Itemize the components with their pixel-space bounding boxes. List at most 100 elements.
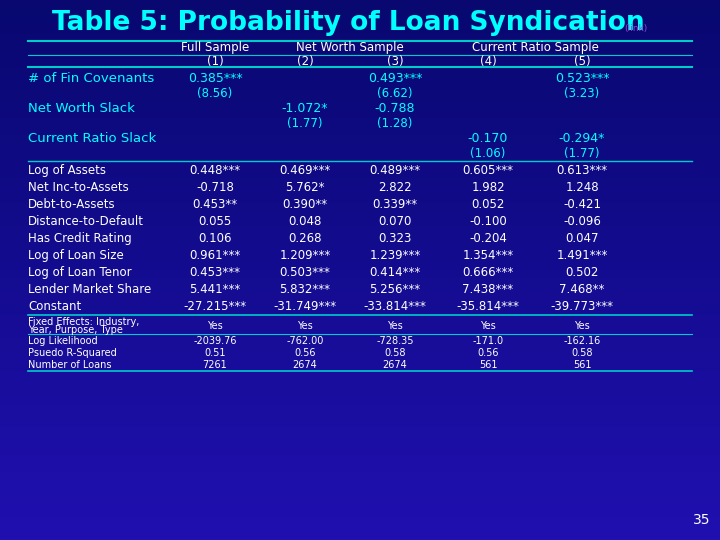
Bar <box>0 111 720 112</box>
Bar <box>0 118 720 119</box>
Bar <box>0 189 720 190</box>
Bar <box>0 39 720 40</box>
Bar <box>0 488 720 489</box>
Bar <box>0 87 720 88</box>
Bar <box>0 152 720 153</box>
Bar <box>0 492 720 493</box>
Text: 0.047: 0.047 <box>565 232 599 245</box>
Text: Yes: Yes <box>574 321 590 331</box>
Bar <box>0 364 720 365</box>
Bar <box>0 318 720 319</box>
Bar <box>0 88 720 89</box>
Bar <box>0 520 720 521</box>
Bar <box>0 129 720 130</box>
Bar <box>0 169 720 170</box>
Bar <box>0 474 720 475</box>
Bar <box>0 299 720 300</box>
Bar <box>0 140 720 141</box>
Bar <box>0 209 720 210</box>
Bar <box>0 237 720 238</box>
Bar <box>0 348 720 349</box>
Bar <box>0 17 720 18</box>
Bar <box>0 167 720 168</box>
Bar <box>0 388 720 389</box>
Bar <box>0 305 720 306</box>
Bar <box>0 246 720 247</box>
Bar <box>0 467 720 468</box>
Bar <box>0 170 720 171</box>
Bar <box>0 438 720 439</box>
Bar <box>0 23 720 24</box>
Bar <box>0 316 720 317</box>
Bar <box>0 309 720 310</box>
Bar <box>0 41 720 42</box>
Bar <box>0 135 720 136</box>
Bar <box>0 339 720 340</box>
Bar <box>0 201 720 202</box>
Text: 1.982: 1.982 <box>471 181 505 194</box>
Bar <box>0 238 720 239</box>
Bar <box>0 311 720 312</box>
Text: Current Ratio Sample: Current Ratio Sample <box>472 42 598 55</box>
Text: -0.204: -0.204 <box>469 232 507 245</box>
Bar <box>0 455 720 456</box>
Bar <box>0 156 720 157</box>
Text: 0.666***: 0.666*** <box>462 266 513 279</box>
Bar <box>0 383 720 384</box>
Bar <box>0 526 720 527</box>
Bar <box>0 411 720 412</box>
Bar <box>0 349 720 350</box>
Bar <box>0 104 720 105</box>
Bar <box>0 27 720 28</box>
Bar <box>0 337 720 338</box>
Bar <box>0 206 720 207</box>
Bar <box>0 391 720 392</box>
Bar <box>0 371 720 372</box>
Bar <box>0 368 720 369</box>
Bar <box>0 99 720 100</box>
Bar <box>0 71 720 72</box>
Text: Yes: Yes <box>297 321 313 331</box>
Text: Has Credit Rating: Has Credit Rating <box>28 232 132 245</box>
Bar <box>0 441 720 442</box>
Bar <box>0 84 720 85</box>
Text: (1): (1) <box>207 55 223 68</box>
Bar <box>0 501 720 502</box>
Bar <box>0 317 720 318</box>
Bar <box>0 507 720 508</box>
Bar <box>0 304 720 305</box>
Text: 0.523***: 0.523*** <box>554 72 609 85</box>
Bar <box>0 82 720 83</box>
Text: 1.491***: 1.491*** <box>557 249 608 262</box>
Text: 7.468**: 7.468** <box>559 283 605 296</box>
Bar <box>0 26 720 27</box>
Bar <box>0 376 720 377</box>
Bar <box>0 143 720 144</box>
Bar <box>0 432 720 433</box>
Bar <box>0 435 720 436</box>
Bar <box>0 214 720 215</box>
Bar <box>0 56 720 57</box>
Bar <box>0 431 720 432</box>
Bar <box>0 459 720 460</box>
Bar <box>0 271 720 272</box>
Bar <box>0 102 720 103</box>
Bar <box>0 533 720 534</box>
Bar <box>0 515 720 516</box>
Bar <box>0 361 720 362</box>
Text: 0.58: 0.58 <box>384 348 406 358</box>
Text: 0.56: 0.56 <box>294 348 316 358</box>
Bar <box>0 285 720 286</box>
Bar <box>0 66 720 67</box>
Bar <box>0 177 720 178</box>
Bar <box>0 490 720 491</box>
Bar <box>0 218 720 219</box>
Bar <box>0 394 720 395</box>
Bar <box>0 43 720 44</box>
Bar <box>0 241 720 242</box>
Text: 561: 561 <box>479 360 498 370</box>
Text: 0.339**: 0.339** <box>372 198 418 211</box>
Bar <box>0 221 720 222</box>
Bar <box>0 331 720 332</box>
Bar <box>0 61 720 62</box>
